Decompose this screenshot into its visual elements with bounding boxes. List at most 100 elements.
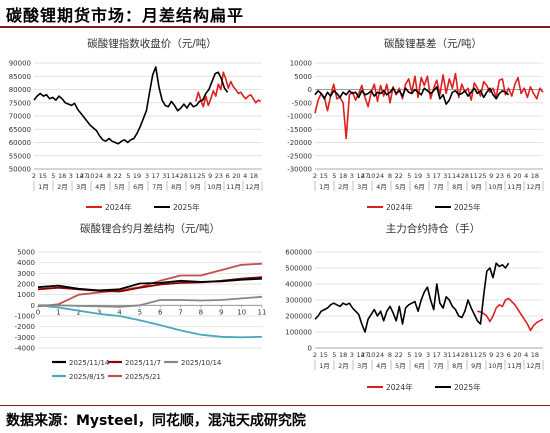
x-tick-label: 6 <box>158 308 163 316</box>
chart-index-panel: 碳酸锂指数收盘价（元/吨） 50000 55000 60000 65000 70000 75… <box>0 30 275 215</box>
x-tick-label: 3 <box>426 172 430 180</box>
month-label: 2月 <box>338 362 349 370</box>
y-tick-label: -2000 <box>15 323 35 331</box>
y-tick-label: 50000 <box>9 166 31 174</box>
y-tick-label: 60000 <box>9 139 31 147</box>
legend-label: 2025/5/21 <box>125 373 161 381</box>
legend-label: 2025/11/7 <box>125 359 161 367</box>
x-tick-label: 5 <box>407 351 411 359</box>
legend-label: 2025/8/15 <box>69 373 105 381</box>
bottom-rule <box>0 405 550 406</box>
x-tick-label: 18 <box>531 351 539 359</box>
chart-oi-panel: 主力合约持仓（手） 0 100000 200000 300000 400000 500000… <box>275 215 550 403</box>
x-tick-label: 4 <box>243 172 247 180</box>
legend-label: 2025/11/14 <box>69 359 110 367</box>
chart-spread: 碳酸锂合约月差结构（元/吨）-4000-3000-2000-1000010002… <box>15 222 267 381</box>
y-tick-label: -5000 <box>292 99 312 107</box>
x-tick-label: 6 <box>507 351 511 359</box>
x-tick-label: 3 <box>350 351 354 359</box>
month-label: 2月 <box>338 183 349 191</box>
x-tick-label: 14 <box>356 172 364 180</box>
x-tick-label: 7 <box>178 308 182 316</box>
x-tick-label: 3 <box>69 172 73 180</box>
x-tick-label: 5 <box>138 308 142 316</box>
month-label: 5月 <box>395 183 406 191</box>
x-tick-label: 2 <box>32 172 36 180</box>
y-tick-label: 300000 <box>285 297 312 305</box>
x-tick-label: 5 <box>126 172 130 180</box>
x-tick-label: 8 <box>388 172 392 180</box>
x-tick-label: 25 <box>478 172 486 180</box>
x-tick-label: 27 <box>361 172 369 180</box>
y-tick-label: 75000 <box>9 99 31 107</box>
series-line-2025年 <box>314 85 510 105</box>
y-tick-label: 0 <box>31 302 35 310</box>
y-tick-label: 85000 <box>9 73 31 81</box>
series-line-2024年 <box>314 72 544 140</box>
month-label: 3月 <box>357 183 368 191</box>
x-tick-label: 28 <box>461 351 469 359</box>
chart-index: 碳酸锂指数收盘价（元/吨） 50000 55000 60000 65000 70000 75… <box>9 37 263 212</box>
month-label: 12月 <box>526 183 541 191</box>
x-tick-label: 11 <box>470 172 478 180</box>
chart-basis-panel: 碳酸锂基差（元/吨） -30000 -25000 -20000 -15000 -10000… <box>275 30 550 215</box>
x-tick-label: 2 <box>313 172 317 180</box>
legend-label: 2025/10/14 <box>181 359 222 367</box>
y-tick-label: -30000 <box>287 166 312 174</box>
x-tick-label: 5 <box>332 351 336 359</box>
month-label: 1月 <box>319 362 330 370</box>
month-label: 8月 <box>452 183 463 191</box>
month-label: 12月 <box>245 183 260 191</box>
month-label: 6月 <box>414 183 425 191</box>
x-tick-label: 18 <box>339 172 347 180</box>
x-tick-label: 5 <box>332 172 336 180</box>
month-label: 7月 <box>152 183 163 191</box>
x-tick-label: 31 <box>162 172 170 180</box>
x-tick-label: 17 <box>433 172 441 180</box>
y-tick-label: 600000 <box>285 249 312 257</box>
page-title: 碳酸锂期货市场：月差结构扁平 <box>6 6 245 25</box>
x-tick-label: 18 <box>58 172 66 180</box>
legend-label: 2024年 <box>386 202 413 212</box>
x-tick-label: 9 <box>219 308 223 316</box>
y-tick-label: 4000 <box>17 259 35 267</box>
month-label: 9月 <box>190 183 201 191</box>
x-tick-label: 2 <box>76 308 80 316</box>
y-tick-label: 200000 <box>285 313 312 321</box>
month-label: 1月 <box>38 183 49 191</box>
y-tick-label: 100000 <box>285 329 312 337</box>
y-tick-label: -15000 <box>287 126 312 134</box>
x-tick-label: 14 <box>356 351 364 359</box>
chart-oi: 主力合约持仓（手） 0 100000 200000 300000 400000 500000… <box>285 222 544 392</box>
x-tick-label: 3 <box>350 172 354 180</box>
y-tick-label: -25000 <box>287 152 312 160</box>
x-tick-label: 19 <box>133 172 141 180</box>
month-label: 4月 <box>95 183 106 191</box>
source-note: 数据来源：Mysteel，同花顺，混沌天成研究院 <box>6 413 306 429</box>
x-tick-label: 27 <box>361 351 369 359</box>
x-tick-label: 2 <box>313 351 317 359</box>
x-tick-label: 25 <box>478 351 486 359</box>
y-tick-label: 5000 <box>294 73 312 81</box>
x-tick-label: 20 <box>232 172 240 180</box>
month-label: 7月 <box>433 183 444 191</box>
x-tick-label: 14 <box>171 172 179 180</box>
x-tick-label: 20 <box>513 351 521 359</box>
legend-label: 2025年 <box>454 382 481 392</box>
y-tick-label: -10000 <box>287 113 312 121</box>
legend-label: 2024年 <box>105 202 132 212</box>
month-label: 11月 <box>226 183 241 191</box>
x-tick-label: 5 <box>51 172 55 180</box>
series-line-2024年 <box>195 71 262 108</box>
x-tick-label: 24 <box>376 172 384 180</box>
month-label: 9月 <box>471 183 482 191</box>
title-rule <box>0 26 550 28</box>
y-tick-label: 2000 <box>17 281 35 289</box>
x-tick-label: 9 <box>489 172 493 180</box>
x-tick-label: 8 <box>199 308 203 316</box>
y-tick-label: -20000 <box>287 139 312 147</box>
x-tick-label: 9 <box>208 172 212 180</box>
x-tick-label: 8 <box>388 351 392 359</box>
x-tick-label: 20 <box>513 172 521 180</box>
month-label: 12月 <box>526 362 541 370</box>
